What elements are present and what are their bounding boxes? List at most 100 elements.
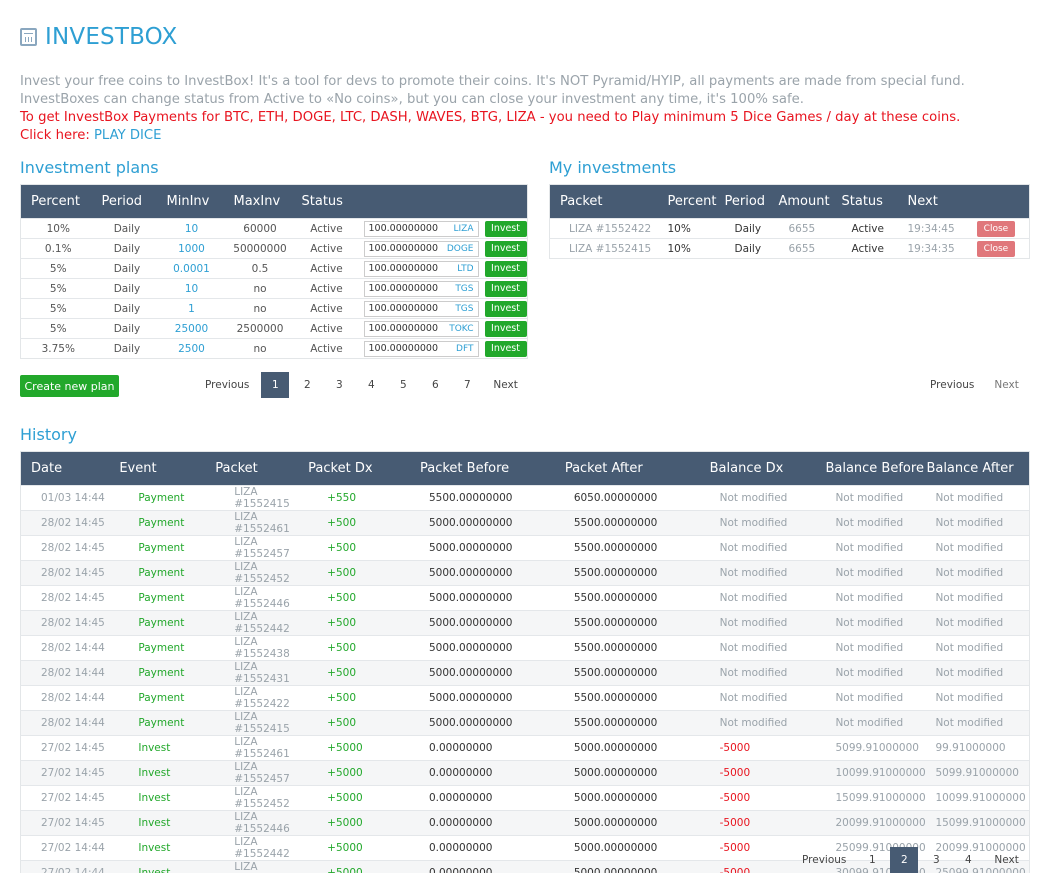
history-event: Payment	[119, 610, 216, 636]
history-balance-after: 15099.91000000	[926, 810, 1030, 836]
invest-amount-input[interactable]: 100.00000000 DOGE	[363, 240, 479, 257]
col-balance-dx: Balance Dx	[709, 451, 826, 486]
history-balance-dx: Not modified	[709, 685, 826, 711]
col-percent: Percent	[667, 184, 725, 219]
history-date: 27/02 14:44	[20, 835, 120, 861]
close-button[interactable]: Close	[976, 220, 1015, 237]
invest-amount-value: 100.00000000	[368, 303, 439, 314]
invest-amount-input[interactable]: 100.00000000 TGS	[363, 280, 479, 297]
plan-period: Daily	[95, 258, 159, 279]
history-balance-after: Not modified	[926, 585, 1030, 611]
history-balance-after: Not modified	[926, 685, 1030, 711]
investment-percent: 10%	[667, 218, 725, 239]
intro-text: Invest your free coins to InvestBox! It'…	[20, 73, 1030, 145]
history-packet-after: 5500.00000000	[564, 710, 710, 736]
plan-min-investment: 2500	[158, 338, 225, 359]
pagination-page[interactable]: 4	[965, 854, 972, 866]
pagination-page[interactable]: 2	[304, 379, 311, 391]
history-balance-dx: -5000	[709, 760, 826, 786]
history-balance-dx: Not modified	[709, 660, 826, 686]
invest-button[interactable]: Invest	[484, 260, 527, 277]
plan-row: 5% Daily 0.0001 0.5 Active 100.00000000 LTD Inv…	[20, 258, 528, 279]
history-balance-dx: -5000	[709, 735, 826, 761]
pagination-page[interactable]: 3	[933, 854, 940, 866]
invest-button[interactable]: Invest	[484, 240, 527, 257]
plan-period: Daily	[95, 298, 159, 319]
pagination-previous[interactable]: Previous	[802, 854, 847, 866]
pagination-page[interactable]: 1	[261, 372, 290, 398]
invest-amount-input[interactable]: 100.00000000 LTD	[363, 260, 479, 277]
pagination-page[interactable]: 4	[368, 379, 375, 391]
click-here-row: Click here: PLAY DICE	[20, 127, 1030, 145]
history-balance-dx: Not modified	[709, 510, 826, 536]
investment-period: Daily	[724, 218, 779, 239]
invest-button[interactable]: Invest	[484, 300, 527, 317]
pagination-page[interactable]: 1	[869, 854, 876, 866]
history-event: Invest	[119, 735, 216, 761]
history-packet-after: 6050.00000000	[564, 485, 710, 511]
my-investments-table: Packet Percent Period Amount Status Next…	[549, 184, 1030, 259]
invest-button[interactable]: Invest	[484, 220, 527, 237]
plan-status: Active	[295, 218, 358, 239]
history-row: 28/02 14:45 Payment LIZA #1552452 +500 5000.…	[20, 560, 1030, 586]
history-packet-after: 5000.00000000	[564, 860, 710, 873]
history-packet-before: 5000.00000000	[419, 660, 565, 686]
pagination-previous[interactable]: Previous	[930, 379, 975, 391]
history-balance-before: Not modified	[825, 610, 927, 636]
history-packet-dx: +500	[308, 510, 420, 536]
pagination-next[interactable]: Next	[994, 379, 1019, 391]
history-packet-before: 5000.00000000	[419, 585, 565, 611]
history-balance-after: Not modified	[926, 635, 1030, 661]
invest-button[interactable]: Invest	[484, 320, 527, 337]
history-balance-dx: Not modified	[709, 560, 826, 586]
history-balance-dx: Not modified	[709, 585, 826, 611]
history-packet: LIZA #1552452	[215, 560, 309, 586]
history-event: Payment	[119, 710, 216, 736]
invest-amount-input[interactable]: 100.00000000 TOKC	[363, 320, 479, 337]
plan-max-investment: no	[224, 298, 296, 319]
investment-row: LIZA #1552415 10% Daily 6655 Active 19:34:35 C…	[549, 238, 1030, 259]
invest-amount-input[interactable]: 100.00000000 DFT	[363, 340, 479, 357]
history-date: 27/02 14:45	[20, 735, 120, 761]
history-date: 28/02 14:44	[20, 660, 120, 686]
history-packet-before: 0.00000000	[419, 760, 565, 786]
history-event: Payment	[119, 485, 216, 511]
history-balance-after: Not modified	[926, 710, 1030, 736]
create-new-plan-button[interactable]: Create new plan	[20, 375, 119, 397]
history-event: Payment	[119, 560, 216, 586]
plan-percent: 10%	[20, 218, 96, 239]
pagination-page[interactable]: 5	[400, 379, 407, 391]
history-event: Payment	[119, 510, 216, 536]
history-event: Invest	[119, 785, 216, 811]
history-packet: LIZA #1552438	[215, 635, 309, 661]
play-dice-link[interactable]: PLAY DICE	[93, 128, 162, 143]
history-packet-dx: +500	[308, 560, 420, 586]
pagination-page[interactable]: 6	[432, 379, 439, 391]
invest-amount-input[interactable]: 100.00000000 TGS	[363, 300, 479, 317]
history-row: 01/03 14:44 Payment LIZA #1552415 +550 5500.…	[20, 485, 1030, 511]
click-here-label: Click here:	[20, 128, 90, 143]
history-event: Payment	[119, 660, 216, 686]
invest-amount-value: 100.00000000	[368, 323, 439, 334]
history-pagination: Previous 1 2 3 4 Next	[792, 847, 1029, 873]
pagination-page[interactable]: 3	[336, 379, 343, 391]
pagination-page[interactable]: 7	[464, 379, 471, 391]
invest-button[interactable]: Invest	[484, 340, 527, 357]
plan-row: 10% Daily 10 60000 Active 100.00000000 LIZA Inv…	[20, 218, 528, 239]
plan-max-investment: 2500000	[224, 318, 296, 339]
history-event: Payment	[119, 685, 216, 711]
invest-coin-ticker: LTD	[457, 263, 474, 274]
col-amount: Amount	[778, 184, 842, 219]
invest-button[interactable]: Invest	[484, 280, 527, 297]
history-balance-after: Not modified	[926, 660, 1030, 686]
pagination-next[interactable]: Next	[994, 854, 1019, 866]
history-balance-dx: -5000	[709, 860, 826, 873]
investment-period: Daily	[724, 238, 779, 259]
history-balance-before: Not modified	[825, 685, 927, 711]
pagination-next[interactable]: Next	[493, 379, 518, 391]
pagination-previous[interactable]: Previous	[205, 379, 250, 391]
pagination-page[interactable]: 2	[890, 847, 919, 873]
close-button[interactable]: Close	[976, 240, 1015, 257]
invest-amount-input[interactable]: 100.00000000 LIZA	[363, 220, 479, 237]
history-packet-dx: +500	[308, 585, 420, 611]
